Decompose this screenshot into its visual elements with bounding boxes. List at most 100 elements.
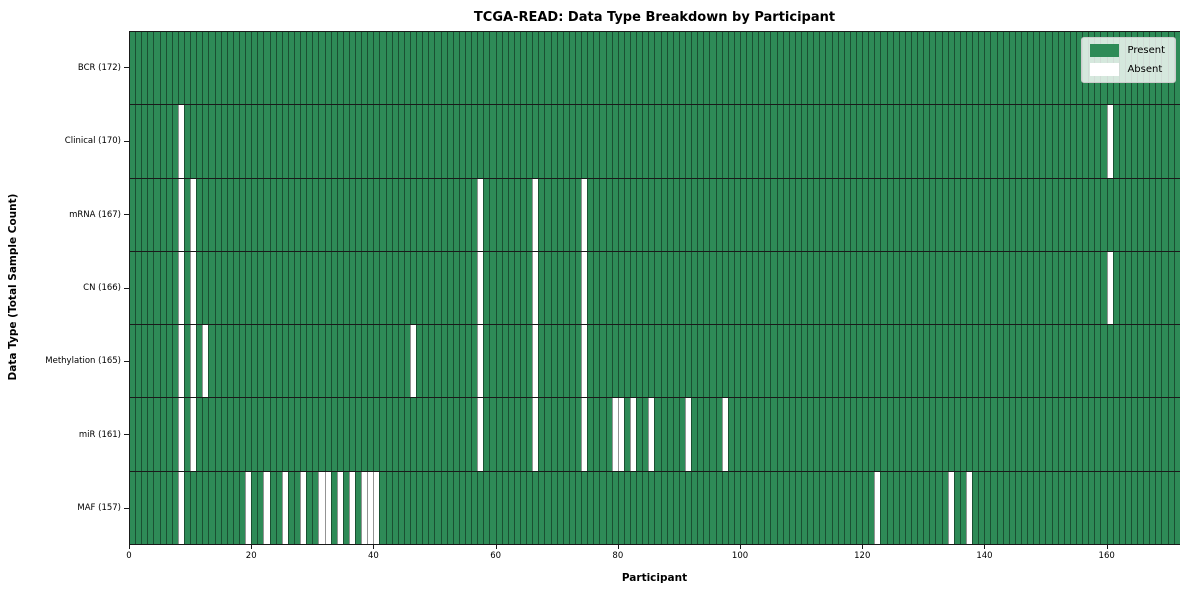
heatmap-cell-present	[715, 105, 722, 178]
heatmap-cell-present	[434, 471, 441, 544]
heatmap-cell-present	[947, 398, 954, 471]
heatmap-cell-present	[764, 105, 771, 178]
heatmap-cell-present	[764, 178, 771, 251]
heatmap-cell-present	[746, 471, 753, 544]
heatmap-cell-present	[520, 471, 527, 544]
heatmap-cell-present	[1167, 398, 1174, 471]
heatmap-cell-present	[593, 325, 600, 398]
heatmap-cell-present	[1130, 105, 1138, 178]
heatmap-cell-present	[1063, 105, 1070, 178]
heatmap-cell-present	[312, 251, 319, 325]
heatmap-cell-absent	[245, 471, 252, 544]
heatmap-cell-present	[733, 32, 740, 105]
heatmap-cell-present	[434, 398, 441, 471]
heatmap-cell-present	[972, 32, 979, 105]
heatmap-cell-present	[917, 398, 924, 471]
heatmap-cell-present	[1088, 471, 1095, 544]
heatmap-cell-present	[355, 398, 362, 471]
heatmap-cell-present	[373, 251, 380, 325]
heatmap-cell-present	[599, 251, 606, 325]
heatmap-cell-present	[367, 32, 374, 105]
heatmap-cell-present	[257, 251, 264, 325]
heatmap-cell-absent	[281, 471, 288, 544]
heatmap-cell-present	[1143, 471, 1150, 544]
heatmap-cell-present	[465, 178, 472, 251]
heatmap-cell-present	[605, 251, 612, 325]
heatmap-cell-present	[697, 471, 704, 544]
heatmap-cell-present	[1002, 471, 1009, 544]
heatmap-cell-present	[746, 398, 753, 471]
heatmap-cell-present	[697, 325, 704, 398]
heatmap-cell-present	[849, 398, 857, 471]
heatmap-cell-present	[202, 398, 209, 471]
heatmap-cell-absent	[177, 471, 184, 544]
heatmap-cell-present	[562, 398, 569, 471]
heatmap-cell-present	[1149, 398, 1156, 471]
heatmap-cell-present	[758, 178, 765, 251]
heatmap-cell-present	[831, 105, 838, 178]
heatmap-cell-present	[532, 105, 539, 178]
heatmap-cell-present	[886, 32, 893, 105]
heatmap-cell-present	[458, 398, 466, 471]
y-tick-label: MAF (157)	[77, 503, 121, 514]
heatmap-cell-absent	[190, 325, 197, 398]
heatmap-cell-present	[978, 178, 985, 251]
y-tick-mark	[124, 507, 129, 509]
heatmap-cell-present	[452, 32, 459, 105]
heatmap-cell-present	[1033, 325, 1040, 398]
heatmap-cell-present	[813, 325, 820, 398]
heatmap-cell-present	[1088, 105, 1095, 178]
heatmap-cell-present	[868, 471, 875, 544]
heatmap-cell-present	[336, 398, 343, 471]
heatmap-cell-present	[825, 325, 832, 398]
heatmap-cell-present	[428, 105, 435, 178]
heatmap-cell-present	[819, 32, 826, 105]
heatmap-cell-present	[1124, 178, 1131, 251]
heatmap-cell-present	[1118, 251, 1125, 325]
heatmap-cell-present	[287, 471, 294, 544]
heatmap-cell-present	[538, 398, 545, 471]
heatmap-cell-present	[465, 325, 472, 398]
heatmap-cell-present	[715, 471, 722, 544]
heatmap-cell-present	[147, 325, 154, 398]
heatmap-cell-present	[202, 251, 209, 325]
heatmap-cell-present	[758, 325, 765, 398]
heatmap-cell-present	[856, 105, 863, 178]
heatmap-cell-present	[141, 32, 148, 105]
heatmap-cell-present	[813, 105, 820, 178]
heatmap-cell-present	[1063, 251, 1070, 325]
heatmap-cell-present	[953, 251, 960, 325]
heatmap-cell-present	[324, 398, 331, 471]
heatmap-cell-present	[238, 398, 246, 471]
heatmap-cell-present	[483, 325, 490, 398]
heatmap-cell-present	[623, 325, 630, 398]
heatmap-cell-present	[990, 471, 997, 544]
heatmap-cell-absent	[581, 398, 588, 471]
heatmap-cell-present	[911, 178, 918, 251]
heatmap-cell-present	[660, 325, 667, 398]
heatmap-cell-present	[562, 471, 569, 544]
heatmap-cell-present	[501, 471, 508, 544]
heatmap-cell-present	[892, 325, 899, 398]
heatmap-cell-present	[843, 32, 850, 105]
heatmap-cell-present	[1137, 325, 1144, 398]
heatmap-cell-present	[355, 251, 362, 325]
heatmap-cell-present	[422, 471, 429, 544]
heatmap-cell-present	[587, 471, 594, 544]
heatmap-cell-present	[581, 105, 588, 178]
heatmap-cell-present	[348, 105, 356, 178]
heatmap-cell-present	[477, 471, 484, 544]
heatmap-cell-present	[831, 178, 838, 251]
heatmap-cell-present	[568, 471, 575, 544]
heatmap-cell-present	[611, 105, 618, 178]
heatmap-cell-present	[275, 32, 282, 105]
heatmap-cell-present	[1014, 325, 1021, 398]
heatmap-cell-present	[1075, 32, 1083, 105]
heatmap-cell-present	[917, 325, 924, 398]
heatmap-cell-present	[428, 325, 435, 398]
heatmap-cell-present	[520, 325, 527, 398]
heatmap-cell-present	[758, 32, 765, 105]
heatmap-cell-present	[214, 178, 221, 251]
heatmap-cell-present	[507, 32, 514, 105]
heatmap-cell-present	[837, 105, 844, 178]
